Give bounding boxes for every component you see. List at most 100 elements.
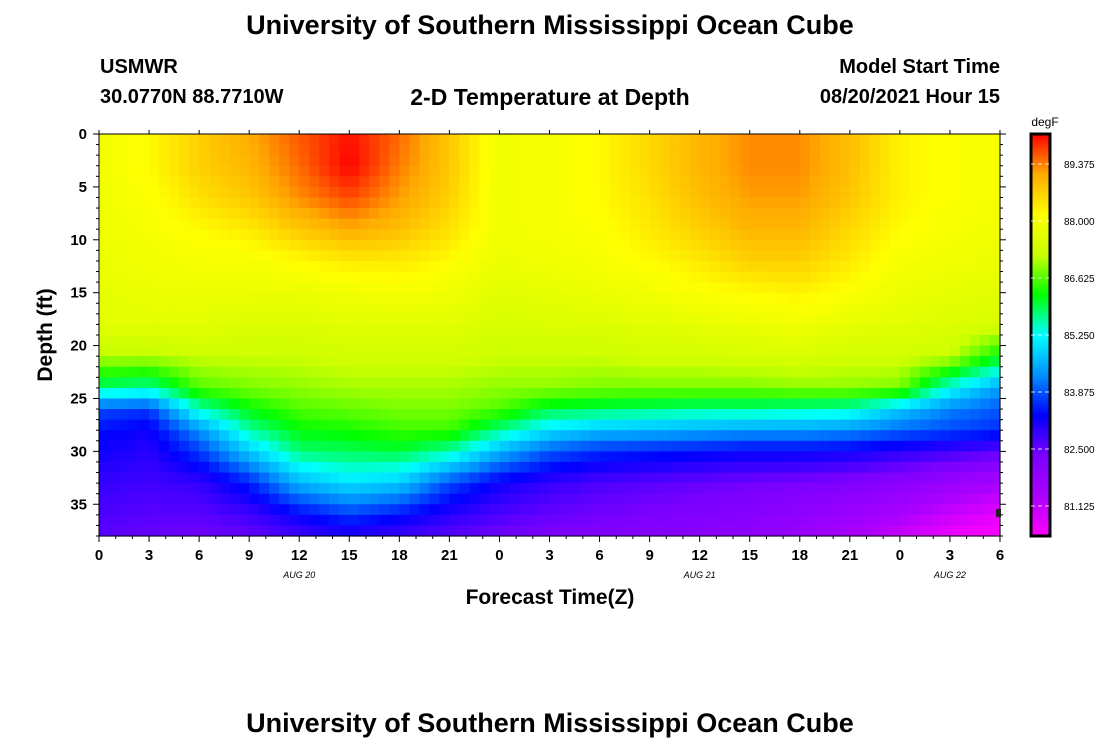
heatmap-cell — [299, 155, 310, 167]
heatmap-cell — [829, 134, 841, 146]
heatmap-cell — [259, 239, 270, 251]
heatmap-cell — [649, 356, 661, 368]
heatmap-cell — [819, 345, 831, 357]
heatmap-cell — [519, 472, 531, 484]
heatmap-cell — [769, 313, 781, 326]
heatmap-cell — [259, 356, 270, 368]
heatmap-cell — [369, 250, 380, 262]
heatmap-cell — [189, 377, 200, 389]
x-tick-label: 0 — [95, 547, 103, 564]
heatmap-cell — [539, 134, 551, 146]
heatmap-cell — [709, 165, 721, 177]
heatmap-cell — [339, 165, 350, 177]
heatmap-cell — [299, 514, 310, 527]
heatmap-cell — [379, 134, 390, 146]
heatmap-cell — [699, 303, 711, 315]
heatmap-cell — [329, 345, 340, 357]
heatmap-cell — [569, 165, 581, 177]
heatmap-cell — [159, 525, 170, 537]
heatmap-cell — [979, 419, 991, 431]
heatmap-cell — [569, 472, 581, 484]
heatmap-cell — [549, 461, 561, 474]
heatmap-cell — [329, 218, 340, 230]
heatmap-cell — [579, 165, 591, 177]
heatmap-cell — [369, 525, 380, 537]
heatmap-cell — [239, 186, 250, 199]
heatmap-cell — [579, 514, 591, 527]
heatmap-cell — [959, 134, 971, 146]
heatmap-cell — [849, 356, 861, 368]
heatmap-cell — [719, 377, 731, 389]
heatmap-cell — [359, 398, 370, 410]
heatmap-cell — [269, 493, 280, 505]
heatmap-cell — [299, 366, 310, 378]
heatmap-cell — [589, 176, 601, 188]
heatmap-cell — [979, 271, 991, 283]
heatmap-cell — [699, 377, 711, 389]
heatmap-cell — [689, 176, 701, 188]
heatmap-cell — [199, 398, 210, 410]
heatmap-cell — [609, 313, 621, 326]
heatmap-cell — [529, 155, 541, 167]
heatmap-cell — [449, 419, 460, 431]
heatmap-cell — [249, 430, 260, 442]
heatmap-cell — [599, 239, 611, 251]
heatmap-cell — [219, 155, 230, 167]
heatmap-cell — [989, 356, 1001, 368]
heatmap-cell — [369, 440, 380, 452]
chart-title: 2-D Temperature at Depth — [410, 84, 690, 110]
heatmap-cell — [519, 504, 531, 516]
heatmap-cell — [779, 313, 791, 326]
heatmap-cell — [829, 430, 841, 442]
heatmap-cell — [279, 176, 290, 188]
heatmap-cell — [499, 483, 511, 495]
heatmap-cell — [359, 440, 370, 452]
heatmap-cell — [329, 451, 340, 463]
heatmap-cell — [979, 398, 991, 410]
heatmap-cell — [939, 451, 951, 463]
heatmap-cell — [709, 398, 721, 410]
heatmap-cell — [849, 313, 861, 326]
heatmap-cell — [229, 324, 240, 336]
heatmap-cell — [539, 271, 551, 283]
heatmap-cell — [209, 472, 220, 484]
heatmap-cell — [749, 504, 761, 516]
heatmap-cell — [439, 208, 450, 220]
heatmap-cell — [949, 229, 961, 241]
heatmap-cell — [539, 176, 551, 188]
heatmap-cell — [799, 419, 811, 431]
heatmap-cell — [459, 303, 471, 315]
heatmap-cell — [629, 324, 641, 336]
heatmap-cell — [119, 440, 130, 452]
heatmap-cell — [909, 525, 921, 537]
heatmap-cell — [919, 282, 931, 294]
heatmap-cell — [649, 303, 661, 315]
heatmap-cell — [419, 366, 430, 378]
heatmap-cell — [609, 260, 621, 273]
heatmap-cell — [609, 271, 621, 283]
heatmap-cell — [649, 144, 661, 156]
heatmap-cell — [639, 134, 651, 146]
heatmap-cell — [499, 208, 511, 220]
heatmap-cell — [499, 387, 511, 400]
heatmap-cell — [789, 271, 801, 283]
heatmap-cell — [419, 313, 430, 326]
heatmap-cell — [479, 377, 491, 389]
heatmap-cell — [399, 197, 410, 209]
heatmap-cell — [229, 292, 240, 304]
heatmap-cell — [169, 303, 180, 315]
heatmap-cell — [849, 303, 861, 315]
heatmap-cell — [819, 313, 831, 326]
heatmap-cell — [619, 398, 631, 410]
heatmap-cell — [309, 345, 320, 357]
heatmap-cell — [969, 461, 981, 474]
heatmap-cell — [909, 282, 921, 294]
heatmap-cell — [949, 292, 961, 304]
heatmap-cell — [339, 366, 350, 378]
heatmap-cell — [299, 208, 310, 220]
heatmap-cell — [969, 134, 981, 146]
heatmap-cell — [609, 451, 621, 463]
heatmap-cell — [629, 440, 641, 452]
heatmap-cell — [759, 260, 771, 273]
heatmap-cell — [799, 218, 811, 230]
